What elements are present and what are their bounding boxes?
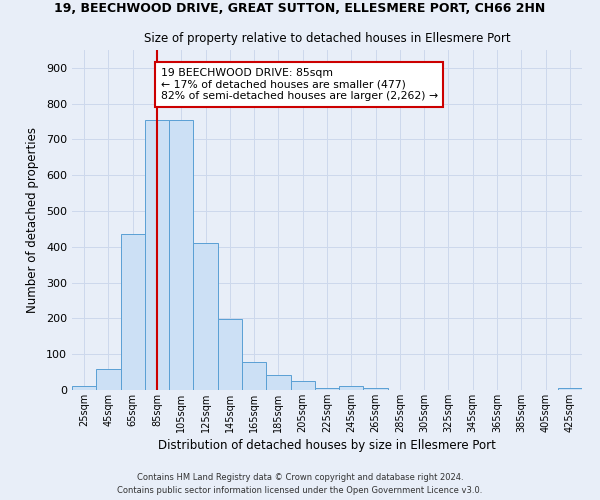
Bar [315,388,339,390]
Bar [121,234,145,390]
Bar [193,244,218,390]
Bar [558,388,582,390]
Bar [145,120,169,390]
Bar [364,388,388,390]
Text: 19 BEECHWOOD DRIVE: 85sqm
← 17% of detached houses are smaller (477)
82% of semi: 19 BEECHWOOD DRIVE: 85sqm ← 17% of detac… [161,68,438,101]
Bar [169,120,193,390]
Bar [339,386,364,390]
Y-axis label: Number of detached properties: Number of detached properties [26,127,39,313]
Bar [96,369,121,390]
Title: Size of property relative to detached houses in Ellesmere Port: Size of property relative to detached ho… [143,32,511,44]
X-axis label: Distribution of detached houses by size in Ellesmere Port: Distribution of detached houses by size … [158,439,496,452]
Bar [242,362,266,390]
Bar [218,320,242,390]
Bar [290,381,315,390]
Text: Contains HM Land Registry data © Crown copyright and database right 2024.
Contai: Contains HM Land Registry data © Crown c… [118,474,482,495]
Text: 19, BEECHWOOD DRIVE, GREAT SUTTON, ELLESMERE PORT, CH66 2HN: 19, BEECHWOOD DRIVE, GREAT SUTTON, ELLES… [55,2,545,16]
Bar [266,374,290,390]
Bar [72,386,96,390]
